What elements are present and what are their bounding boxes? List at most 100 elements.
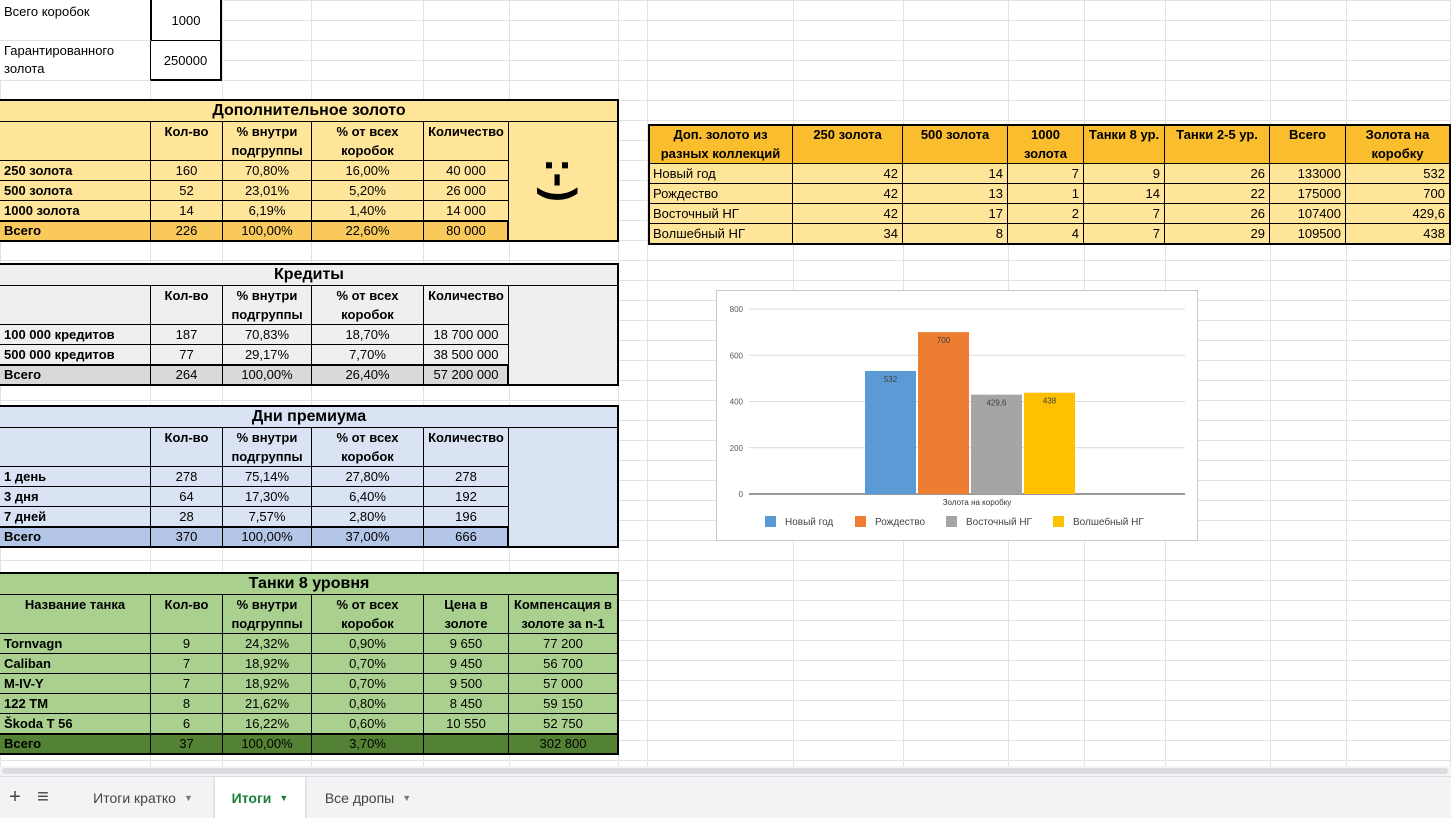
tanks-header-2[interactable]: % внутри подгруппы [223, 595, 312, 634]
gold-header-3[interactable]: % от всех коробок [312, 122, 424, 161]
caret-down-icon[interactable]: ▼ [402, 792, 412, 803]
premium-row-0-pct_sub[interactable]: 75,14% [223, 467, 312, 487]
collections-header-4[interactable]: Танки 8 ур. [1084, 125, 1165, 164]
premium-row-0-pct_all[interactable]: 27,80% [312, 467, 424, 487]
gold-header-2[interactable]: % внутри подгруппы [223, 122, 312, 161]
label-guaranteed-gold[interactable]: Гарантированного золота [0, 41, 151, 81]
tanks-row-0-pct_sub[interactable]: 24,32% [223, 634, 312, 654]
collections-header-5[interactable]: Танки 2-5 ур. [1165, 125, 1270, 164]
collections-header-2[interactable]: 500 золота [903, 125, 1008, 164]
premium-header-0[interactable] [0, 428, 151, 467]
collections-row-2-col-5[interactable]: 26 [1165, 204, 1270, 224]
collections-row-1-col-1[interactable]: 42 [793, 184, 903, 204]
premium-header-4[interactable]: Количество [424, 428, 509, 467]
tanks-row-3-name[interactable]: 122 TM [0, 694, 151, 714]
credits-title[interactable]: Кредиты [0, 264, 618, 286]
tanks-row-2-price[interactable]: 9 500 [424, 674, 509, 694]
collections-row-0-col-5[interactable]: 26 [1165, 164, 1270, 184]
value-guaranteed-gold[interactable]: 250000 [151, 41, 222, 81]
collections-row-1-col-4[interactable]: 14 [1084, 184, 1165, 204]
tanks-row-3-price[interactable]: 8 450 [424, 694, 509, 714]
tanks-row-2-pct_all[interactable]: 0,70% [312, 674, 424, 694]
tanks-row-1-name[interactable]: Caliban [0, 654, 151, 674]
label-total-boxes[interactable]: Всего коробок [0, 0, 151, 41]
collections-row-1-col-2[interactable]: 13 [903, 184, 1008, 204]
premium-row-0-name[interactable]: 1 день [0, 467, 151, 487]
gold-header-1[interactable]: Кол-во [151, 122, 223, 161]
tanks-row-3-pct_all[interactable]: 0,80% [312, 694, 424, 714]
tab-itogi[interactable]: Итоги ▼ [214, 777, 306, 818]
collections-header-1[interactable]: 250 золота [793, 125, 903, 164]
tanks-header-3[interactable]: % от всех коробок [312, 595, 424, 634]
premium-row-0-qty[interactable]: 278 [424, 467, 509, 487]
gold-row-1-pct_sub[interactable]: 23,01% [223, 181, 312, 201]
premium-row-1-name[interactable]: 3 дня [0, 487, 151, 507]
tanks-row-3-count[interactable]: 8 [151, 694, 223, 714]
tanks-row-2-name[interactable]: M-IV-Y [0, 674, 151, 694]
gold-row-0-pct_sub[interactable]: 70,80% [223, 161, 312, 181]
gold-header-0[interactable] [0, 122, 151, 161]
gold-row-0-qty[interactable]: 40 000 [424, 161, 509, 181]
gold-header-4[interactable]: Количество [424, 122, 509, 161]
credits-header-4[interactable]: Количество [424, 286, 509, 325]
tab-vse-dropy[interactable]: Все дропы ▼ [306, 777, 430, 818]
tanks-header-0[interactable]: Название танка [0, 595, 151, 634]
premium-header-2[interactable]: % внутри подгруппы [223, 428, 312, 467]
collections-row-0-col-4[interactable]: 9 [1084, 164, 1165, 184]
gold-row-0-name[interactable]: 250 золота [0, 161, 151, 181]
credits-row-0-pct_sub[interactable]: 70,83% [223, 325, 312, 345]
collections-row-2-col-4[interactable]: 7 [1084, 204, 1165, 224]
plus-icon[interactable]: + [9, 786, 21, 808]
tanks-row-3-pct_sub[interactable]: 21,62% [223, 694, 312, 714]
scrollbar-thumb[interactable] [2, 768, 1448, 774]
premium-row-0-count[interactable]: 278 [151, 467, 223, 487]
premium-header-3[interactable]: % от всех коробок [312, 428, 424, 467]
collections-row-1-col-0[interactable]: Рождество [649, 184, 793, 204]
gold-row-0-count[interactable]: 160 [151, 161, 223, 181]
gold-row-1-qty[interactable]: 26 000 [424, 181, 509, 201]
tab-itogi-kratko[interactable]: Итоги кратко ▼ [72, 777, 214, 818]
tanks-row-1-count[interactable]: 7 [151, 654, 223, 674]
collections-row-2-col-3[interactable]: 2 [1008, 204, 1084, 224]
tanks-row-0-count[interactable]: 9 [151, 634, 223, 654]
collections-header-3[interactable]: 1000 золота [1008, 125, 1084, 164]
credits-header-1[interactable]: Кол-во [151, 286, 223, 325]
tanks-row-0-name[interactable]: Tornvagn [0, 634, 151, 654]
credits-row-0-qty[interactable]: 18 700 000 [424, 325, 509, 345]
credits-header-0[interactable] [0, 286, 151, 325]
gold-row-1-pct_all[interactable]: 5,20% [312, 181, 424, 201]
tanks-row-2-count[interactable]: 7 [151, 674, 223, 694]
tanks-header-1[interactable]: Кол-во [151, 595, 223, 634]
gold-row-0-pct_all[interactable]: 16,00% [312, 161, 424, 181]
caret-down-icon[interactable]: ▼ [279, 792, 289, 803]
caret-down-icon[interactable]: ▼ [183, 792, 193, 803]
collections-row-1-col-3[interactable]: 1 [1008, 184, 1084, 204]
gold-title[interactable]: Дополнительное золото [0, 100, 618, 122]
premium-header-1[interactable]: Кол-во [151, 428, 223, 467]
collections-row-2-col-1[interactable]: 42 [793, 204, 903, 224]
list-icon[interactable]: ≡ [37, 786, 49, 808]
tanks-row-1-pct_sub[interactable]: 18,92% [223, 654, 312, 674]
credits-row-0-name[interactable]: 100 000 кредитов [0, 325, 151, 345]
credits-row-0-count[interactable]: 187 [151, 325, 223, 345]
tanks-header-4[interactable]: Цена в золоте [424, 595, 509, 634]
collections-row-2-col-2[interactable]: 17 [903, 204, 1008, 224]
tanks-row-1-pct_all[interactable]: 0,70% [312, 654, 424, 674]
collections-row-1-col-6[interactable]: 175000 [1270, 184, 1346, 204]
credits-row-0-pct_all[interactable]: 18,70% [312, 325, 424, 345]
chart[interactable]: 0 200 400 600 800 532 700 429,6 438 Золота на кор… [716, 290, 1198, 541]
premium-row-1-qty[interactable]: 192 [424, 487, 509, 507]
premium-row-1-pct_sub[interactable]: 17,30% [223, 487, 312, 507]
tanks-row-0-pct_all[interactable]: 0,90% [312, 634, 424, 654]
collections-row-1-col-5[interactable]: 22 [1165, 184, 1270, 204]
tanks-header-5[interactable]: Компенсация в золоте за n-1 [509, 595, 618, 634]
collections-row-0-col-2[interactable]: 14 [903, 164, 1008, 184]
tanks-title[interactable]: Танки 8 уровня [0, 573, 618, 595]
credits-header-2[interactable]: % внутри подгруппы [223, 286, 312, 325]
tanks-row-2-pct_sub[interactable]: 18,92% [223, 674, 312, 694]
collections-row-2-col-6[interactable]: 107400 [1270, 204, 1346, 224]
value-total-boxes[interactable]: 1000 [151, 0, 222, 41]
premium-title[interactable]: Дни премиума [0, 406, 618, 428]
collections-row-0-col-3[interactable]: 7 [1008, 164, 1084, 184]
collections-row-0-col-0[interactable]: Новый год [649, 164, 793, 184]
